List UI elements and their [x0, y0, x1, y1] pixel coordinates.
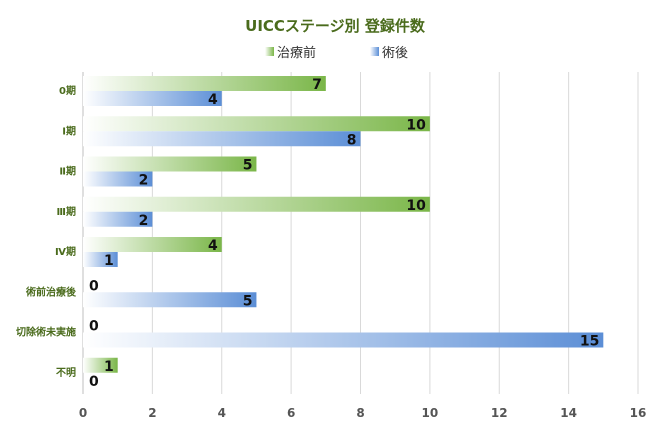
x-tick-label: 12: [491, 406, 508, 420]
category-label: 切除術未実施: [16, 326, 76, 339]
legend: 治療前 術後: [265, 45, 408, 61]
bar-post-surgery: [83, 332, 604, 348]
data-label: 10: [406, 117, 426, 133]
legend-swatch-post-surgery: [370, 47, 379, 56]
data-label: 0: [89, 278, 99, 294]
data-label: 4: [208, 92, 218, 108]
bar-pre-treatment: [83, 196, 430, 212]
x-tick-label: 8: [356, 406, 364, 420]
bar-post-surgery: [83, 252, 118, 267]
data-label: 15: [580, 334, 599, 350]
bar-pre-treatment: [83, 237, 222, 252]
bar-post-surgery: [83, 292, 257, 308]
data-label: 0: [89, 374, 99, 390]
data-label: 5: [243, 158, 253, 174]
legend-swatch-pre-treatment: [265, 47, 274, 56]
x-tick-labels: 0 2 4 6 8 10 12 14 16: [79, 406, 647, 420]
legend-label-post-surgery: 術後: [382, 46, 408, 61]
bar-post-surgery: [83, 131, 361, 147]
data-label: 7: [312, 77, 322, 93]
x-tick-label: 6: [287, 406, 295, 420]
data-label: 1: [104, 253, 114, 269]
x-tick-label: 14: [560, 406, 577, 420]
category-label: 不明: [56, 367, 76, 379]
x-tick-label: 0: [79, 406, 87, 420]
category-label: 術前治療後: [25, 285, 77, 298]
category-label: 0期: [59, 84, 76, 97]
bar-post-surgery: [83, 171, 153, 187]
x-tick-label: 4: [218, 406, 226, 420]
data-label: 2: [139, 213, 149, 229]
bar-pre-treatment: [83, 76, 326, 91]
data-label: 1: [104, 359, 114, 375]
category-label: Ⅰ期: [62, 124, 76, 137]
data-label: 5: [243, 293, 253, 309]
data-label: 10: [406, 198, 426, 214]
bar-pre-treatment: [83, 116, 430, 132]
category-label: Ⅲ期: [57, 205, 76, 218]
bar-post-surgery: [83, 211, 153, 227]
bar-pre-treatment: [83, 357, 118, 373]
data-label: 2: [139, 173, 149, 189]
data-label: 0: [89, 319, 99, 335]
data-label: 4: [208, 238, 218, 254]
x-tick-label: 2: [148, 406, 156, 420]
category-label: Ⅳ期: [55, 245, 76, 258]
data-label: 8: [347, 132, 357, 148]
chart-title: UICCステージ別 登録件数: [245, 17, 426, 35]
bar-post-surgery: [83, 91, 222, 106]
bar-pre-treatment: [83, 156, 257, 172]
legend-label-pre-treatment: 治療前: [277, 45, 316, 61]
bars: [83, 76, 604, 373]
category-label: Ⅱ期: [59, 165, 76, 178]
x-tick-label: 10: [422, 406, 439, 420]
x-tick-label: 16: [630, 406, 647, 420]
